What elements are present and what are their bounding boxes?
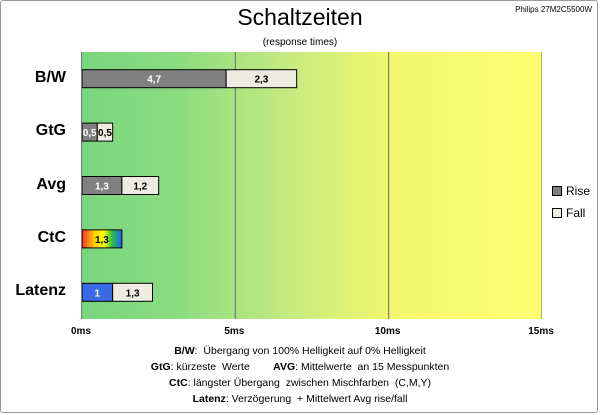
plot-area: 4,7 2,3 0,5 0,5 1,3 1,2 1,3 1 1,3	[81, 52, 542, 319]
y-tick-bw: B/W	[34, 68, 66, 86]
legend-label-fall: Fall	[566, 206, 586, 220]
data-label-bw-rise: 4,7	[147, 75, 161, 86]
data-label-latenz-fall: 1,3	[126, 288, 140, 299]
footnote-text: : Mittelwerte an 15 Messpunkten	[295, 361, 450, 373]
x-tick-0ms: 0ms	[70, 326, 91, 337]
x-tick-15ms: 15ms	[528, 326, 554, 337]
footnote-text: : Verzögerung + Mittelwert Avg rise/fall	[225, 393, 408, 405]
y-tick-avg: Avg	[36, 175, 66, 193]
footnote-term: GtG	[150, 361, 171, 373]
bar-ctc-rise	[82, 229, 123, 249]
legend-item-rise: Rise	[552, 180, 590, 202]
legend-swatch-fall	[552, 208, 562, 218]
legend-label-rise: Rise	[566, 184, 591, 198]
legend: Rise Fall	[552, 180, 590, 224]
chart-title: Schaltzeiten	[237, 4, 363, 30]
footnote-term: CtC	[168, 377, 188, 389]
data-label-gtg-fall: 0,5	[98, 128, 112, 139]
bar-latenz-fall	[112, 282, 154, 302]
data-label-avg-fall: 1,2	[133, 182, 147, 193]
y-tick-gtg: GtG	[35, 122, 66, 140]
y-tick-latenz: Latenz	[15, 282, 66, 300]
footnote-line: Latenz: Verzögerung + Mittelwert Avg ris…	[0, 391, 600, 407]
data-label-bw-fall: 2,3	[254, 75, 268, 86]
footnote-text: : kürzeste Werte	[170, 361, 274, 373]
footnote-line: CtC: längster Übergang zwischen Mischfar…	[0, 375, 600, 391]
footnote-line: GtG: kürzeste Werte AVG: Mittelwerte an …	[0, 359, 600, 375]
footnote-term: B/W	[174, 345, 195, 357]
legend-item-fall: Fall	[552, 202, 590, 224]
footnotes: B/W: Übergang von 100% Helligkeit auf 0%…	[0, 343, 600, 407]
footnote-text: : längster Übergang zwischen Mischfarben…	[187, 377, 432, 389]
chart-subtitle: (response times)	[262, 37, 338, 48]
x-tick-10ms: 10ms	[374, 326, 401, 337]
y-tick-ctc: CtC	[37, 228, 66, 246]
legend-swatch-rise	[552, 186, 562, 196]
footnote-line: B/W: Übergang von 100% Helligkeit auf 0%…	[0, 343, 600, 359]
data-label-gtg-rise: 0,5	[83, 128, 97, 139]
footnote-text: : Übergang von 100% Helligkeit auf 0% He…	[194, 345, 426, 357]
data-label-ctc-rise: 1,3	[95, 235, 109, 246]
data-label-avg-rise: 1,3	[95, 182, 109, 193]
x-tick-5ms: 5ms	[224, 326, 245, 337]
data-label-latenz-rise: 1	[95, 288, 101, 299]
footnote-term: AVG	[273, 361, 296, 373]
bar-gtg-fall	[96, 122, 114, 142]
chart-svg: 4,7 2,3 0,5 0,5 1,3 1,2 1,3 1 1,3	[82, 52, 542, 319]
bar-bw-fall	[225, 69, 298, 89]
bar-avg-fall	[121, 176, 160, 195]
footnote-term: Latenz	[192, 393, 226, 405]
model-name: Philips 27M2C5500W	[515, 5, 592, 14]
